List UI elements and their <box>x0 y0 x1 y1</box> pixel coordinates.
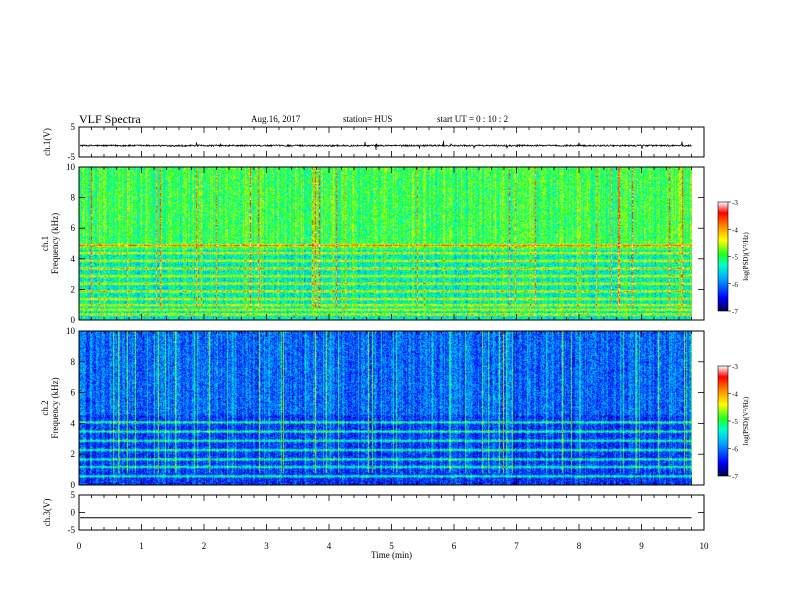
date-label: Aug.16, 2017 <box>251 114 301 124</box>
ch2-spectrogram-colorbar-tick-label: -4 <box>732 391 738 399</box>
ch1-spectrogram-colorbar-tick-label: -7 <box>732 308 738 316</box>
x-tick-label: 8 <box>577 541 582 551</box>
ch2-spectrogram-colorbar-tick-label: -7 <box>732 473 738 481</box>
ch3-waveform-ytick-label: -5 <box>68 525 76 535</box>
ch1-spectrogram-ytick-label: 4 <box>71 254 76 264</box>
x-axis-title: Time (min) <box>371 550 412 560</box>
ch2-spectrogram-ytick-label: 6 <box>71 388 76 398</box>
x-tick-label: 10 <box>700 541 710 551</box>
chart-title: VLF Spectra <box>79 112 141 126</box>
ch2-spectrogram-colorbar-tick-label: -6 <box>732 446 738 454</box>
station-label: station= HUS <box>343 114 393 124</box>
ch1-spectrogram-colorbar-tick-label: -3 <box>732 199 738 207</box>
ch3-waveform-ylabel: ch.3(V) <box>42 499 52 527</box>
ch1-spectrogram-ytick-label: 10 <box>66 162 76 172</box>
ch2-spectrogram-ytick-label: 2 <box>71 449 76 459</box>
x-tick-label: 6 <box>452 541 457 551</box>
x-tick-label: 5 <box>389 541 394 551</box>
ch2-spectrogram-ytick-label: 4 <box>71 418 76 428</box>
ch1-spectrogram-ytick-label: 0 <box>71 315 76 325</box>
ch1-spectrogram-image <box>79 167 692 320</box>
ch1-spectrogram-ytick-label: 2 <box>71 284 76 294</box>
ch2-spectrogram-image <box>79 331 692 485</box>
x-tick-label: 7 <box>514 541 519 551</box>
ch1-spectrogram-ytick-label: 8 <box>71 193 76 203</box>
ch1-spectrogram-colorbar-tick-label: -5 <box>732 254 738 262</box>
ch2-spectrogram-ylabel-channel: ch.2 <box>40 400 50 415</box>
ch1-trace <box>79 140 692 150</box>
ch1-spectrogram-ylabel: Frequency (kHz) <box>50 213 60 274</box>
x-tick-label: 1 <box>139 541 144 551</box>
x-tick-label: 0 <box>77 541 82 551</box>
ch1-spectrogram-ylabel-channel: ch.1 <box>40 236 50 251</box>
ch3-waveform-ytick-label: 0 <box>71 508 76 518</box>
ch1-spectrogram-colorbar <box>717 201 729 312</box>
x-tick-label: 2 <box>202 541 207 551</box>
ch2-spectrogram-colorbar-label: log(PSD)(V²/Hz) <box>742 396 750 445</box>
start-time-label: start UT = 0 : 10 : 2 <box>437 114 509 124</box>
x-tick-label: 3 <box>264 541 269 551</box>
ch2-spectrogram-ylabel: Frequency (kHz) <box>50 377 60 438</box>
ch1-waveform-ytick-label: -5 <box>68 152 76 162</box>
ch2-spectrogram-colorbar <box>717 365 729 477</box>
ch1-spectrogram-colorbar-tick-label: -6 <box>732 281 738 289</box>
ch1-waveform-ytick-label: 5 <box>71 122 76 132</box>
ch2-spectrogram-ytick-label: 8 <box>71 357 76 367</box>
ch1-spectrogram-colorbar-label: log(PSD)(V²/Hz) <box>742 232 750 281</box>
x-tick-label: 4 <box>327 541 332 551</box>
ch1-spectrogram-ytick-label: 6 <box>71 223 76 233</box>
ch1-waveform-ylabel: ch.1(V) <box>42 128 52 156</box>
ch2-spectrogram-colorbar-tick-label: -3 <box>732 363 738 371</box>
ch3-waveform-ytick-label: 5 <box>71 490 76 500</box>
ch2-spectrogram-ytick-label: 10 <box>66 326 76 336</box>
x-tick-label: 9 <box>639 541 644 551</box>
ch2-spectrogram-colorbar-tick-label: -5 <box>732 418 738 426</box>
ch2-spectrogram-ytick-label: 0 <box>71 480 76 490</box>
ch1-spectrogram-colorbar-tick-label: -4 <box>732 226 738 234</box>
